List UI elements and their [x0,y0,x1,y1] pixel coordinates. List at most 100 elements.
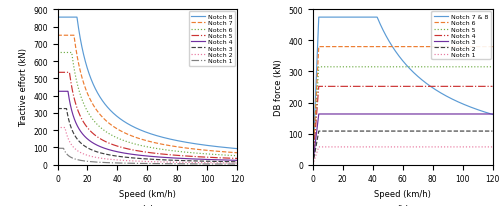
Notch 7 & 8 [397,57,403,60]
Notch 6 [452,46,458,49]
Notch 3 [54,108,60,110]
Text: (a): (a) [140,204,154,206]
Notch 1 [54,147,60,150]
Notch 8 [229,147,235,150]
Notch 6 [229,154,235,157]
Notch 4 [229,159,235,162]
Notch 1 [392,146,398,148]
Notch 3 [196,160,202,163]
Notch 1 [229,163,235,165]
Notch 2 [310,164,316,166]
Notch 5 [229,157,235,160]
Notch 2 [319,130,325,133]
Notch 5 [196,156,202,158]
Notch 4 [484,86,490,88]
Line: Notch 5: Notch 5 [58,73,238,159]
Notch 6 [392,46,398,49]
Notch 4 [310,164,316,166]
Line: Notch 2: Notch 2 [58,128,238,163]
Notch 5 [54,72,60,74]
Line: Notch 7: Notch 7 [58,36,238,153]
Notch 3 [316,113,322,116]
Notch 7 & 8 [452,99,458,102]
Notch 7 [54,35,60,37]
Notch 7 [234,152,240,154]
Notch 7 & 8 [484,112,490,115]
Notch 1 [319,146,325,148]
Notch 5 [229,157,235,160]
Notch 2 [392,130,398,133]
Notch 7 [137,138,143,140]
Notch 2 [234,162,240,165]
Notch 6 [64,52,70,54]
Notch 4 [142,155,148,157]
Notch 7 [229,151,235,154]
Line: Notch 5: Notch 5 [312,68,492,165]
Notch 1 [452,146,458,148]
Notch 1 [64,153,70,155]
Notch 4 [234,159,240,162]
Notch 3 [234,161,240,163]
Notch 6 [397,46,403,49]
Notch 2 [316,130,322,133]
Notch 6 [490,46,496,49]
Notch 8 [196,143,202,146]
Notch 5 [484,66,490,69]
Notch 5 [64,72,70,74]
Notch 6 [54,52,60,54]
Notch 6 [316,46,322,49]
Notch 2 [196,162,202,164]
Notch 6 [234,155,240,157]
Notch 6 [319,46,325,49]
Notch 4 [54,91,60,93]
Notch 4 [64,91,70,93]
Notch 3 [490,113,496,116]
Notch 1 [484,146,490,148]
Notch 7 [64,35,70,37]
Line: Notch 4: Notch 4 [312,87,492,165]
Notch 7 & 8 [392,51,398,53]
Notch 5 [316,66,322,69]
Notch 2 [142,160,148,163]
Notch 8 [54,17,60,19]
X-axis label: Speed (km/h): Speed (km/h) [374,189,431,198]
Notch 1 [310,164,316,166]
Notch 3 [310,164,316,166]
Notch 3 [142,158,148,160]
Notch 1 [316,146,322,148]
Line: Notch 1: Notch 1 [312,147,492,165]
Notch 3 [392,113,398,116]
Line: Notch 3: Notch 3 [58,109,238,162]
Notch 1 [490,146,496,148]
Notch 3 [229,161,235,163]
Line: Notch 6: Notch 6 [312,47,492,165]
Notch 5 [484,66,490,69]
Notch 5 [310,164,316,166]
Notch 5 [142,151,148,153]
Notch 1 [196,163,202,165]
Notch 2 [54,127,60,129]
Notch 2 [490,130,496,133]
Notch 2 [64,133,70,136]
Notch 4 [490,86,496,88]
Notch 1 [137,162,143,165]
Notch 6 [484,46,490,49]
Notch 3 [484,113,490,116]
Notch 4 [484,86,490,88]
Notch 4 [452,86,458,88]
Text: (b): (b) [396,204,409,206]
Notch 8 [234,148,240,150]
Notch 2 [397,130,403,133]
Notch 1 [397,146,403,148]
Notch 4 [397,86,403,88]
Notch 3 [229,161,235,163]
Notch 5 [490,66,496,69]
Notch 1 [484,146,490,148]
Notch 3 [484,113,490,116]
Notch 7 & 8 [319,17,325,19]
Notch 4 [137,154,143,157]
Notch 4 [392,86,398,88]
Notch 2 [484,130,490,133]
Notch 8 [64,17,70,19]
X-axis label: Speed (km/h): Speed (km/h) [119,189,176,198]
